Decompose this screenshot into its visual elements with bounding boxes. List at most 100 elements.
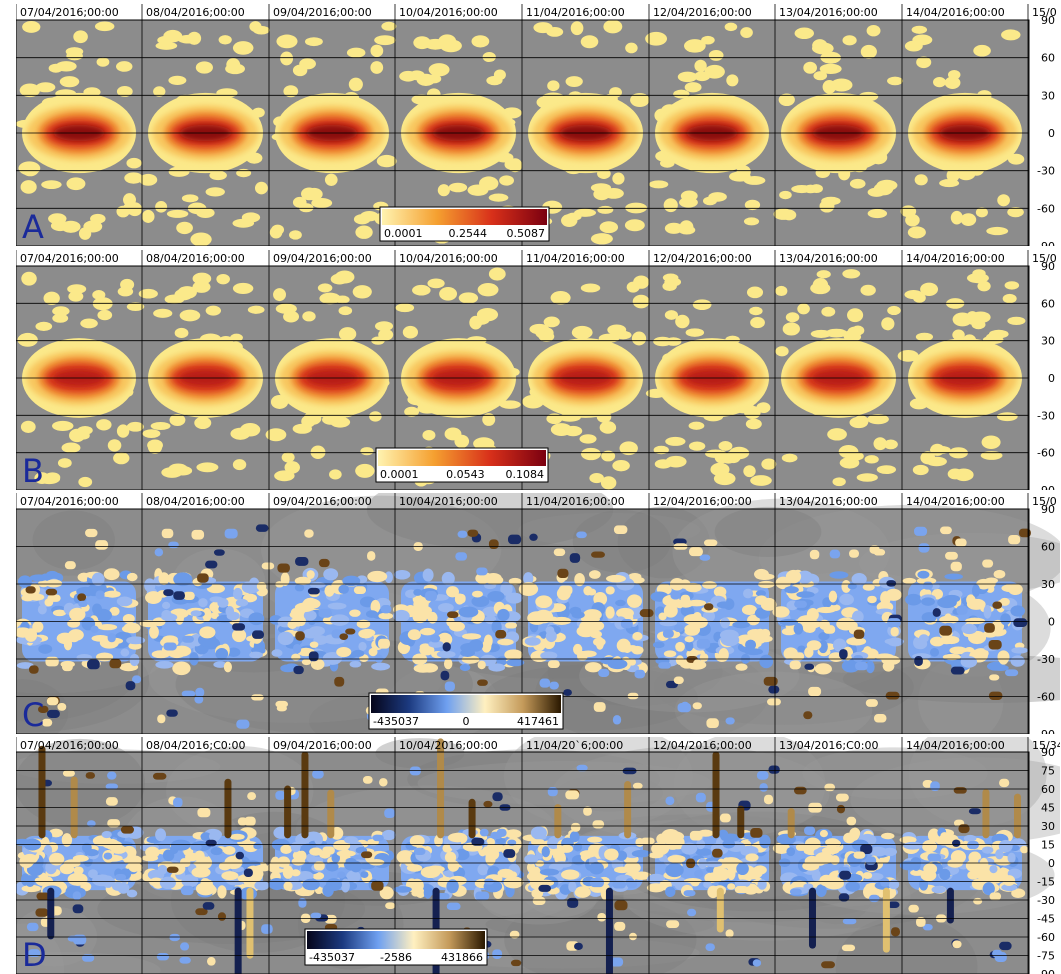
y-tick-label: 45 (1041, 802, 1055, 815)
y-tick-label: 60 (1041, 52, 1055, 65)
panel-a: 07/04/2016;00:00 08/04/2016;00:00 09/04/20… (16, 4, 1060, 246)
x-tick-label: 15/34/ (1032, 739, 1060, 752)
y-tick-label: -90 (1037, 968, 1055, 974)
y-tick-label: -30 (1037, 894, 1055, 907)
x-tick-label: 08/04/2016;00:00 (146, 252, 245, 265)
x-tick-label: 12/04/2016;00:00 (653, 252, 752, 265)
colorbar-label: -435037 (373, 715, 419, 728)
chart-svg: 07/04/2016;00:00 08/04/2016;00:00 09/04/20… (16, 4, 1057, 246)
y-tick-label: 0 (1048, 616, 1055, 629)
x-tick-label: 10/04/2016;00:00 (399, 252, 498, 265)
x-tick-label: 09/04/2016;00:00 (273, 495, 372, 508)
x-tick-label: 13/04/2016;C0:00 (779, 739, 879, 752)
colorbar-label: 0.5087 (507, 227, 546, 240)
x-tick-label: 12/04/2016;00:00 (653, 495, 752, 508)
x-tick-label: 09/04/2016;00:00 (273, 252, 372, 265)
colorbar-label: 417461 (517, 715, 559, 728)
x-tick-label: 07/04/2016;00:00 (20, 495, 119, 508)
y-tick-label: -60 (1037, 691, 1055, 704)
x-tick-label: 09/04/2016;00:00 (273, 739, 372, 752)
x-tick-label: 09/04/2016;00:00 (273, 6, 372, 19)
y-tick-label: 15 (1041, 839, 1055, 852)
x-tick-label: 08/04/2016;00:00 (146, 495, 245, 508)
heatmap-field (16, 738, 1029, 974)
y-tick-label: 75 (1041, 765, 1055, 778)
y-tick-label: -45 (1037, 913, 1055, 926)
x-tick-label: 14/04/2016;00:00 (906, 6, 1005, 19)
colorbar-label: -2586 (380, 951, 412, 964)
panel-letter: C (22, 696, 44, 734)
colorbar-label: 0.1084 (506, 468, 545, 481)
panel-c: 07/04/2016;00:00 08/04/2016;00:00 09/04/20… (16, 493, 1060, 734)
y-tick-label: 90 (1041, 503, 1055, 516)
chart-svg: 07/04/2016;00:00 08/04/2016;00:00 09/04/20… (16, 493, 1060, 734)
y-tick-label: 90 (1041, 746, 1055, 759)
y-tick-label: 60 (1041, 783, 1055, 796)
x-tick-label: 10/04/2016;00:00 (399, 495, 498, 508)
x-tick-label: 07/04/2016;00:00 (20, 252, 119, 265)
y-tick-label: 0 (1048, 127, 1055, 140)
y-tick-label: 30 (1041, 335, 1055, 348)
y-tick-label: -90 (1037, 484, 1055, 490)
x-tick-label: 10/04/2016;00:00 (399, 6, 498, 19)
colorbar-label: 0.0543 (446, 468, 485, 481)
y-tick-label: -90 (1037, 240, 1055, 246)
x-tick-label: 10/04/2016;00:00 (399, 739, 498, 752)
x-tick-label: 11/04/2016;00:00 (526, 252, 625, 265)
panel-letter: A (22, 208, 44, 246)
x-tick-label: 15/0 (1032, 6, 1057, 19)
panel-letter: B (22, 452, 44, 490)
colorbar-label: 431866 (441, 951, 483, 964)
panel-d: 07/04/2016;00:00 08/04/2016;C0:00 09/04/20… (16, 737, 1060, 974)
panel-letter: D (22, 936, 47, 974)
y-tick-label: -60 (1037, 447, 1055, 460)
y-tick-label: 0 (1048, 372, 1055, 385)
x-tick-label: 11/04/2016;00:00 (526, 6, 625, 19)
x-tick-label: 13/04/2016;00:00 (779, 6, 878, 19)
y-tick-label: -30 (1037, 409, 1055, 422)
x-tick-label: 15/0 (1032, 252, 1057, 265)
colorbar-label: -435037 (309, 951, 355, 964)
y-tick-label: 0 (1048, 857, 1055, 870)
y-tick-label: -90 (1037, 728, 1055, 734)
x-tick-label: 07/04/2016;00:00 (20, 6, 119, 19)
y-tick-label: -60 (1037, 202, 1055, 215)
x-tick-label: 11/04/2016;00:00 (526, 495, 625, 508)
x-tick-label: 13/04/2016;00:00 (779, 252, 878, 265)
colorbar: 0.0001 0.2544 0.5087 (379, 206, 550, 242)
y-tick-label: -30 (1037, 165, 1055, 178)
y-tick-label: 60 (1041, 541, 1055, 554)
x-tick-label: 14/04/2016;00:00 (906, 495, 1005, 508)
y-tick-label: 30 (1041, 578, 1055, 591)
y-tick-label: -30 (1037, 653, 1055, 666)
colorbar-label: 0.0001 (380, 468, 419, 481)
y-tick-label: -60 (1037, 931, 1055, 944)
y-tick-label: 60 (1041, 297, 1055, 310)
colorbar-label: 0.2544 (449, 227, 488, 240)
x-tick-label: 13/04/2016;00:00 (779, 495, 878, 508)
colorbar-label: 0 (463, 715, 470, 728)
panel-b: 07/04/2016;00:00 08/04/2016;00:00 09/04/20… (16, 250, 1060, 490)
colorbar: -435037 -2586 431866 (304, 928, 488, 966)
x-tick-label: 14/04/2016;00:00 (906, 252, 1005, 265)
y-tick-label: 30 (1041, 89, 1055, 102)
colorbar: 0.0001 0.0543 0.1084 (375, 447, 549, 483)
x-tick-label: 07/04/2016;00:00 (20, 739, 119, 752)
y-tick-label: -15 (1037, 876, 1055, 889)
heatmap-field (16, 524, 1031, 729)
x-tick-label: 11/04/20`6;00:00 (526, 739, 623, 752)
x-tick-label: 15/0 (1032, 495, 1057, 508)
y-tick-label: -75 (1037, 950, 1055, 963)
y-tick-label: 90 (1041, 260, 1055, 273)
x-tick-label: 12/04/2016;00:00 (653, 6, 752, 19)
x-tick-label: 08/04/2016;00:00 (146, 6, 245, 19)
x-tick-label: 12/04/2016;00:00 (653, 739, 752, 752)
colorbar: -435037 0 417461 (368, 692, 564, 730)
x-tick-label: 08/04/2016;C0:00 (146, 739, 246, 752)
colorbar-label: 0.0001 (384, 227, 423, 240)
chart-svg: 07/04/2016;00:00 08/04/2016;00:00 09/04/20… (16, 250, 1057, 490)
grid-lines (16, 493, 1029, 734)
x-tick-label: 14/04/2016;00:00 (906, 739, 1005, 752)
chart-svg: 07/04/2016;00:00 08/04/2016;C0:00 09/04/20… (16, 737, 1060, 974)
